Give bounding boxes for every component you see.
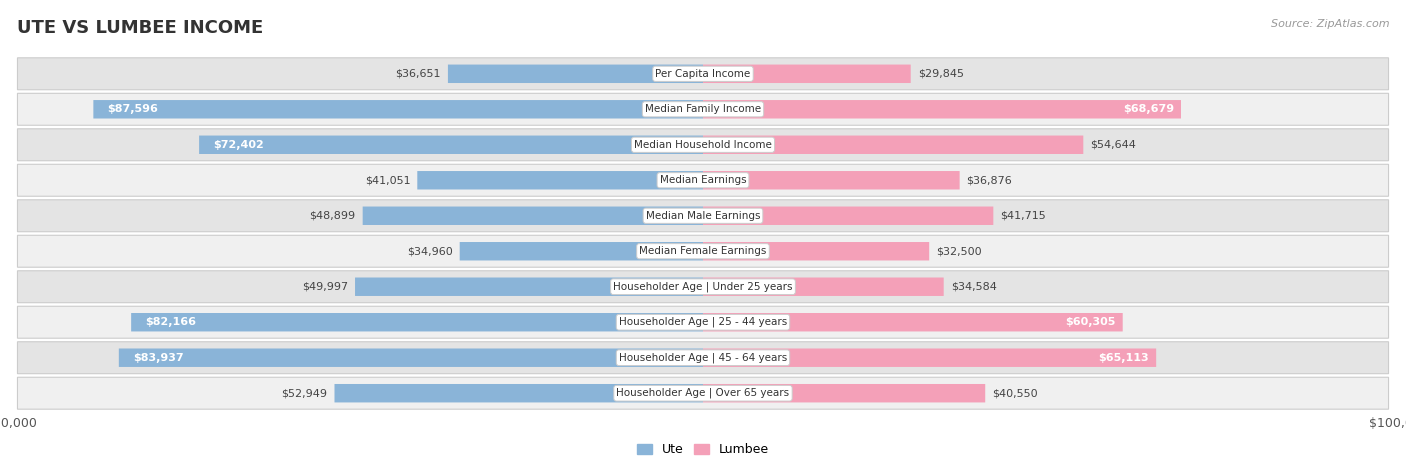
- Text: $36,876: $36,876: [966, 175, 1012, 185]
- Text: Source: ZipAtlas.com: Source: ZipAtlas.com: [1271, 19, 1389, 28]
- Text: Median Family Income: Median Family Income: [645, 104, 761, 114]
- FancyBboxPatch shape: [120, 348, 703, 367]
- Text: $41,715: $41,715: [1000, 211, 1046, 221]
- FancyBboxPatch shape: [17, 200, 1389, 232]
- Legend: Ute, Lumbee: Ute, Lumbee: [633, 439, 773, 461]
- FancyBboxPatch shape: [17, 342, 1389, 374]
- FancyBboxPatch shape: [93, 100, 703, 119]
- FancyBboxPatch shape: [17, 306, 1389, 338]
- FancyBboxPatch shape: [460, 242, 703, 261]
- Text: Householder Age | 45 - 64 years: Householder Age | 45 - 64 years: [619, 353, 787, 363]
- FancyBboxPatch shape: [200, 135, 703, 154]
- FancyBboxPatch shape: [17, 271, 1389, 303]
- Text: $72,402: $72,402: [214, 140, 264, 150]
- FancyBboxPatch shape: [335, 384, 703, 403]
- Text: $52,949: $52,949: [281, 388, 328, 398]
- FancyBboxPatch shape: [703, 206, 993, 225]
- FancyBboxPatch shape: [703, 384, 986, 403]
- FancyBboxPatch shape: [17, 377, 1389, 409]
- Text: Median Household Income: Median Household Income: [634, 140, 772, 150]
- Text: $32,500: $32,500: [936, 246, 981, 256]
- Text: Per Capita Income: Per Capita Income: [655, 69, 751, 79]
- FancyBboxPatch shape: [703, 100, 1181, 119]
- FancyBboxPatch shape: [703, 313, 1123, 332]
- FancyBboxPatch shape: [449, 64, 703, 83]
- FancyBboxPatch shape: [356, 277, 703, 296]
- Text: Householder Age | Over 65 years: Householder Age | Over 65 years: [616, 388, 790, 398]
- Text: $82,166: $82,166: [145, 317, 195, 327]
- Text: Median Earnings: Median Earnings: [659, 175, 747, 185]
- Text: $65,113: $65,113: [1098, 353, 1149, 363]
- FancyBboxPatch shape: [703, 64, 911, 83]
- FancyBboxPatch shape: [418, 171, 703, 190]
- Text: $54,644: $54,644: [1090, 140, 1136, 150]
- Text: $83,937: $83,937: [132, 353, 183, 363]
- FancyBboxPatch shape: [17, 129, 1389, 161]
- Text: Householder Age | 25 - 44 years: Householder Age | 25 - 44 years: [619, 317, 787, 327]
- FancyBboxPatch shape: [17, 164, 1389, 196]
- Text: $60,305: $60,305: [1066, 317, 1116, 327]
- FancyBboxPatch shape: [703, 171, 960, 190]
- Text: Median Female Earnings: Median Female Earnings: [640, 246, 766, 256]
- Text: $40,550: $40,550: [993, 388, 1038, 398]
- Text: Median Male Earnings: Median Male Earnings: [645, 211, 761, 221]
- Text: UTE VS LUMBEE INCOME: UTE VS LUMBEE INCOME: [17, 19, 263, 37]
- FancyBboxPatch shape: [703, 348, 1156, 367]
- Text: $29,845: $29,845: [918, 69, 963, 79]
- Text: $48,899: $48,899: [309, 211, 356, 221]
- FancyBboxPatch shape: [703, 135, 1083, 154]
- FancyBboxPatch shape: [703, 277, 943, 296]
- Text: $87,596: $87,596: [107, 104, 157, 114]
- FancyBboxPatch shape: [17, 58, 1389, 90]
- Text: $34,960: $34,960: [406, 246, 453, 256]
- FancyBboxPatch shape: [363, 206, 703, 225]
- FancyBboxPatch shape: [131, 313, 703, 332]
- Text: $36,651: $36,651: [395, 69, 441, 79]
- Text: $34,584: $34,584: [950, 282, 997, 292]
- Text: $41,051: $41,051: [364, 175, 411, 185]
- Text: Householder Age | Under 25 years: Householder Age | Under 25 years: [613, 282, 793, 292]
- Text: $49,997: $49,997: [302, 282, 349, 292]
- FancyBboxPatch shape: [17, 93, 1389, 125]
- Text: $68,679: $68,679: [1123, 104, 1174, 114]
- FancyBboxPatch shape: [17, 235, 1389, 267]
- FancyBboxPatch shape: [703, 242, 929, 261]
